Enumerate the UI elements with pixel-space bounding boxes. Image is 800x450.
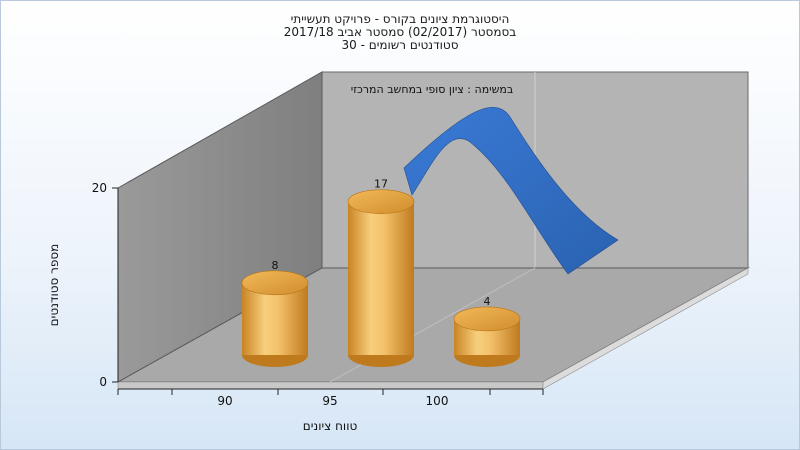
y-tick-label: 20 <box>92 181 107 195</box>
bar: 17 <box>347 178 415 367</box>
floor-right-edge <box>542 267 749 390</box>
y-tick-label: 0 <box>99 375 107 389</box>
chart-inner-title: במשימה : ציון סופי במחשב המרכזי <box>351 83 514 96</box>
y-axis-ticks: 0 20 <box>92 181 118 389</box>
x-tick-label: 100 <box>426 394 449 408</box>
distribution-curve <box>403 107 619 275</box>
chart-title-line-2: בסמסטר (02/2017) סמסטר אביב 2017/18 <box>283 25 517 39</box>
x-axis-title: טווח ציונים <box>303 419 358 433</box>
bars-group: 8 17 4 <box>241 178 521 367</box>
bar-cap <box>241 270 309 296</box>
x-tick-label: 90 <box>217 394 232 408</box>
bar-body <box>348 201 414 355</box>
chart-title-line-3: סטודנטים רשומים - 30 <box>341 38 459 52</box>
bar-value-label: 4 <box>484 295 491 308</box>
bar-value-label: 8 <box>272 259 279 272</box>
floor-front-edge <box>117 381 544 390</box>
bar-value-label: 17 <box>374 178 388 191</box>
bar: 4 <box>453 295 521 367</box>
x-tick-label: 95 <box>322 394 337 408</box>
bar-cap <box>347 189 415 214</box>
y-axis-title: מספר סטודנטים <box>47 244 61 327</box>
chart-title-line-1: היסטוגרמת ציונים בקורס - פרויקט תעשייתי <box>290 12 510 26</box>
bar: 8 <box>241 259 309 367</box>
x-axis-ticks: 90 95 100 <box>117 389 544 408</box>
bar-cap <box>453 306 521 332</box>
